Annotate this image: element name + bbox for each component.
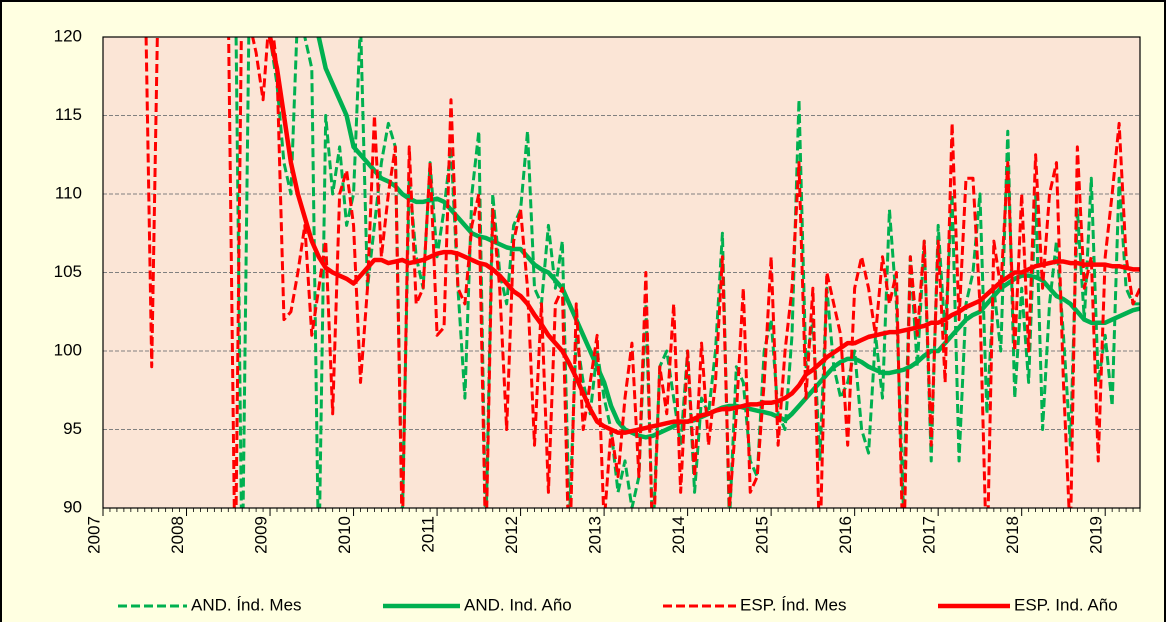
x-tick-label: 2019 xyxy=(1087,516,1106,554)
x-tick-label: 2018 xyxy=(1003,516,1022,554)
plot-border xyxy=(102,36,1141,509)
solid-line xyxy=(267,37,1140,435)
y-tick-label: 90 xyxy=(63,497,82,516)
x-tick-label: 2014 xyxy=(669,516,688,554)
x-tick-label: 2011 xyxy=(419,516,438,553)
y-tick-label: 120 xyxy=(54,26,82,45)
x-tick-label: 2007 xyxy=(84,516,103,554)
legend-label: AND. Índ. Mes xyxy=(191,595,302,614)
x-tick-label: 2016 xyxy=(836,516,855,554)
y-tick-label: 110 xyxy=(55,183,82,202)
x-tick-label: 2015 xyxy=(753,516,772,554)
legend-label: ESP. Índ. Mes xyxy=(740,595,846,614)
legend-label: AND. Ind. Año xyxy=(464,595,572,614)
x-tick-label: 2017 xyxy=(920,516,939,554)
y-tick-label: 95 xyxy=(63,419,82,438)
y-tick-label: 115 xyxy=(55,105,82,124)
lines xyxy=(144,37,1140,508)
y-tick-label: 100 xyxy=(54,340,82,359)
x-tick-label: 2008 xyxy=(168,516,187,554)
x-tick-label: 2012 xyxy=(502,516,521,554)
y-tick-label: 105 xyxy=(54,262,82,281)
legend-label: ESP. Ind. Año xyxy=(1014,595,1118,614)
x-tick-label: 2013 xyxy=(586,516,605,554)
legend: AND. Índ. Mes AND. Ind. Año ESP. Índ. Mes E… xyxy=(118,595,1118,614)
axes: 90 95 100 105 110 115 120 2007 2008 2009 2010 2011 2… xyxy=(54,26,1141,554)
x-tick-label: 2009 xyxy=(252,516,271,554)
dashed-line xyxy=(144,37,1140,508)
x-tick-label: 2010 xyxy=(335,516,354,554)
